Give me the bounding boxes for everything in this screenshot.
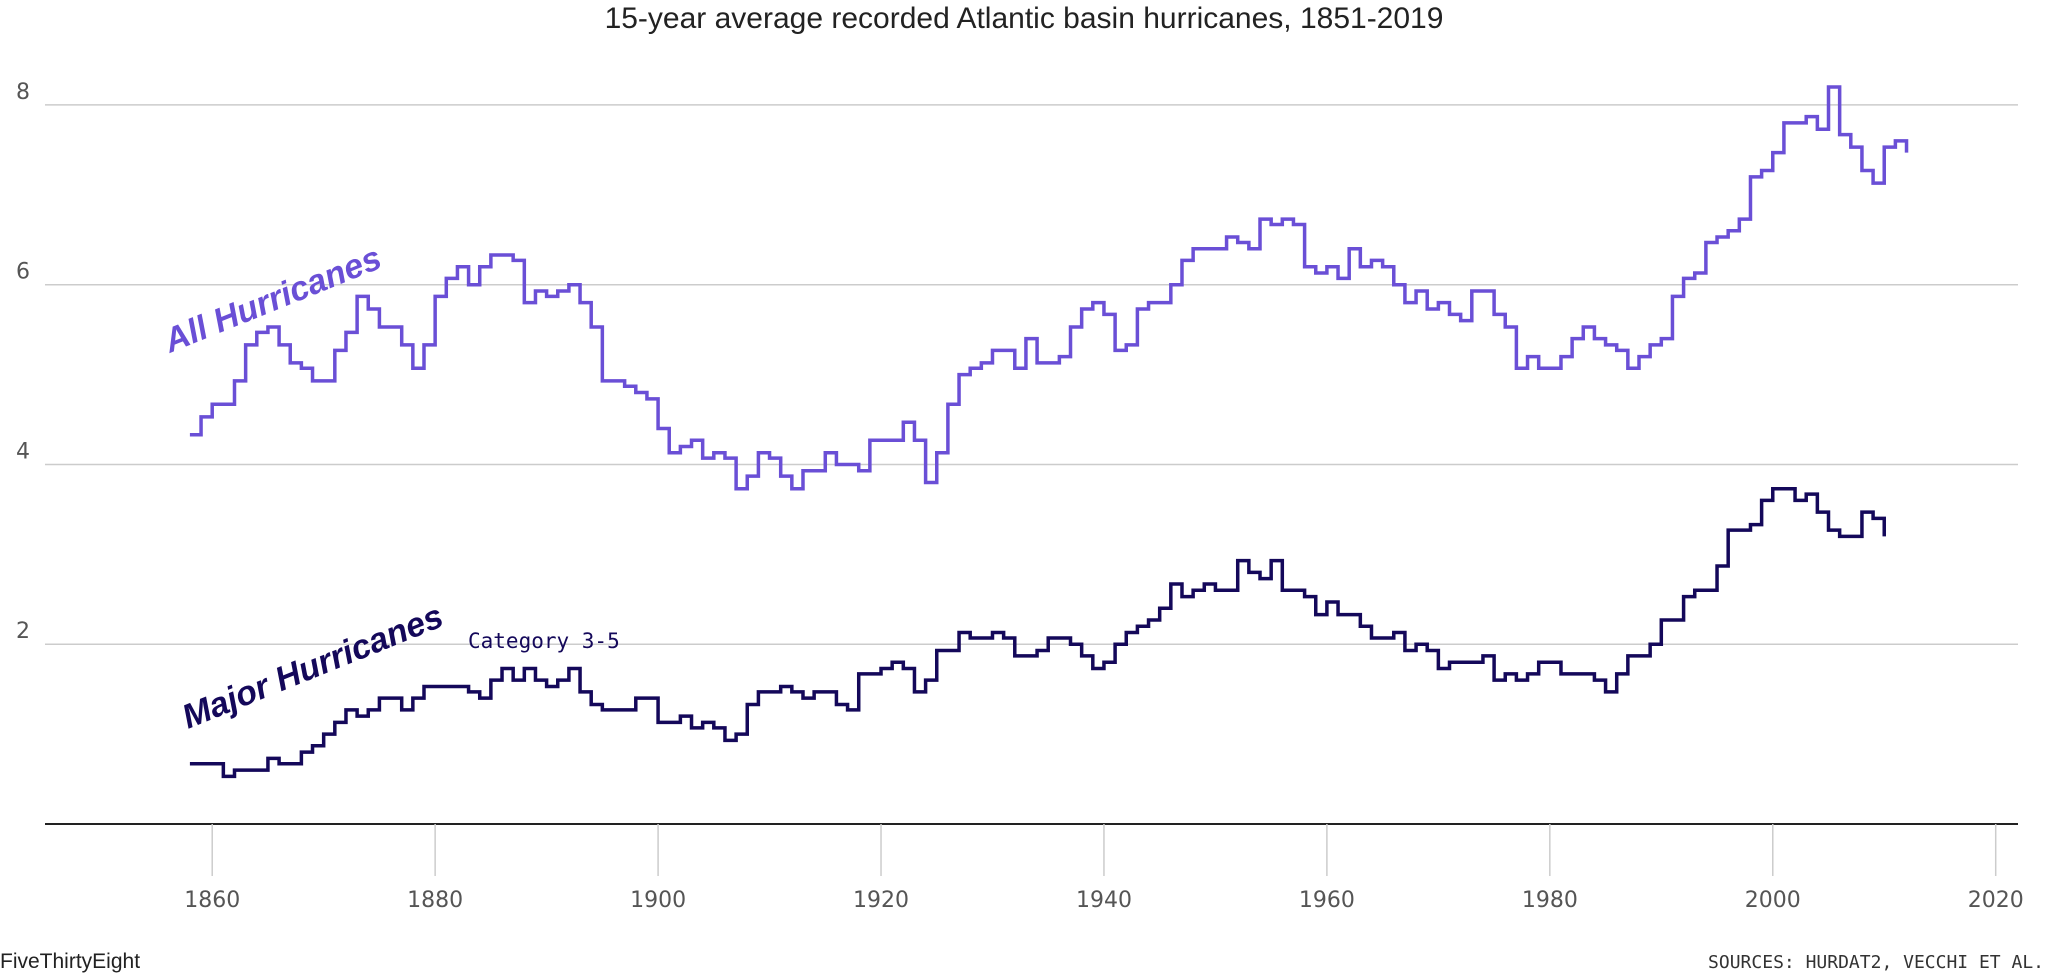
y-axis-tick-labels: 2 4 6 8	[16, 80, 30, 644]
x-tick-label-1900: 1900	[630, 888, 686, 913]
all-hurricanes-line	[189, 85, 1909, 491]
x-tick-label-1980: 1980	[1522, 888, 1578, 913]
y-tick-label-4: 4	[16, 439, 30, 464]
x-tick-label-1920: 1920	[853, 888, 909, 913]
x-tick-label-2000: 2000	[1745, 888, 1801, 913]
x-tick-label-1960: 1960	[1299, 888, 1355, 913]
x-tick-label-2020: 2020	[1968, 888, 2024, 913]
sources-note: SOURCES: HURDAT2, VECCHI ET AL.	[1708, 952, 2044, 973]
chart-title: 15-year average recorded Atlantic basin …	[605, 2, 1444, 35]
y-tick-label-6: 6	[16, 260, 30, 285]
major-hurricanes-sublabel: Category 3-5	[468, 629, 620, 653]
gridlines	[45, 104, 2018, 645]
x-tick-label-1880: 1880	[407, 888, 463, 913]
all-hurricanes-label: All Hurricanes	[158, 239, 387, 361]
x-tick-label-1940: 1940	[1076, 888, 1132, 913]
major-hurricanes-label: Major Hurricanes	[177, 597, 449, 736]
x-axis-ticks: 1860 1880 1900 1920 1940 1960 1980 2000 2020	[184, 824, 2024, 913]
source-brand: FiveThirtyEight	[0, 950, 140, 973]
y-tick-label-2: 2	[16, 619, 30, 644]
major-hurricanes-line	[189, 486, 1886, 779]
y-tick-label-8: 8	[16, 80, 30, 105]
x-tick-label-1860: 1860	[184, 888, 240, 913]
